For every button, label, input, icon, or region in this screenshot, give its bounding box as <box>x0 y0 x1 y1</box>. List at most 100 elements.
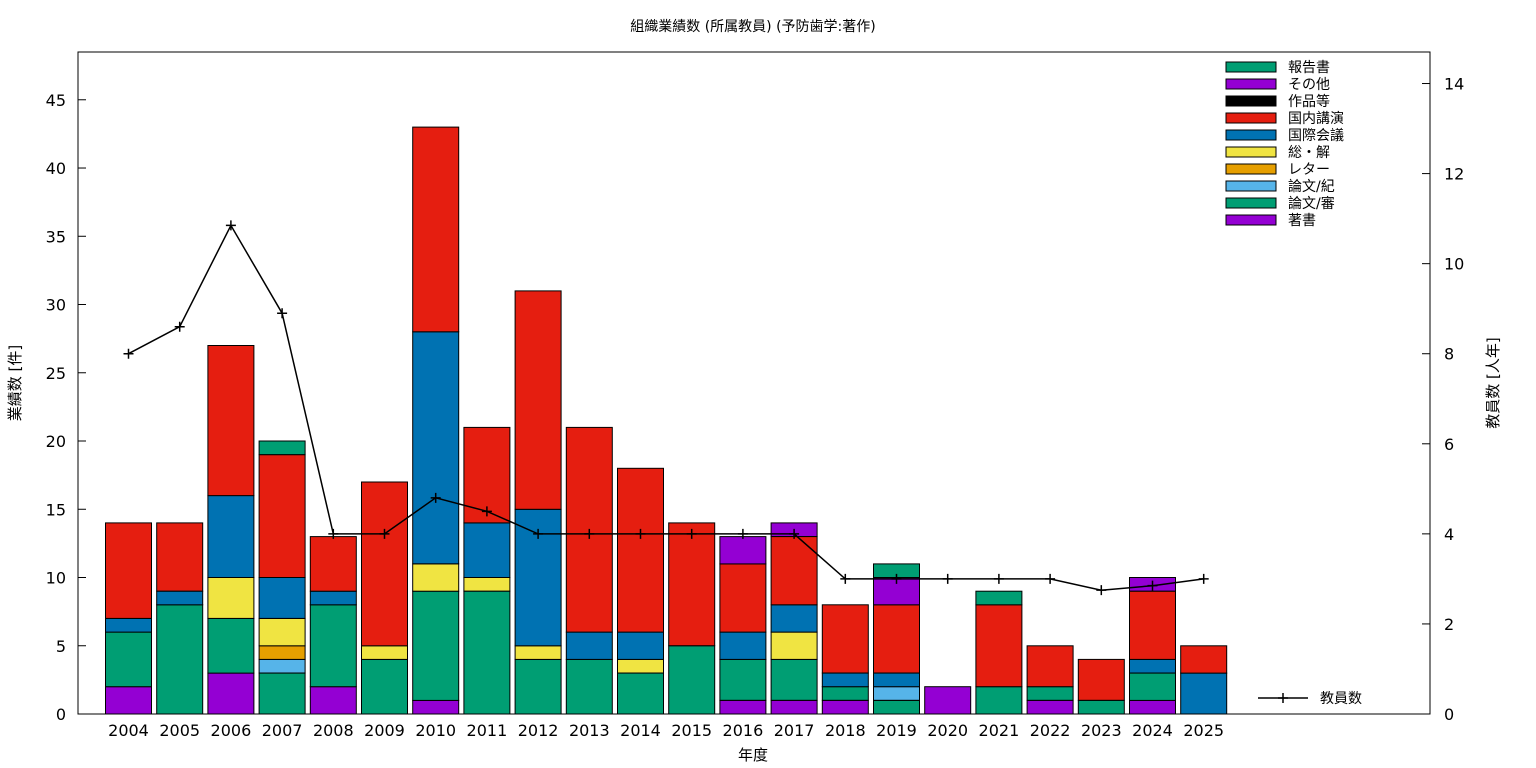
line-series <box>128 223 1204 591</box>
bar-segment <box>207 618 255 674</box>
line-point <box>225 220 236 231</box>
bar-segment <box>719 658 767 701</box>
bar-segment <box>514 645 562 660</box>
bar-segment <box>719 536 767 565</box>
x-tick-label: 2025 <box>1183 721 1224 740</box>
bar-segment <box>105 618 152 633</box>
bar-segment <box>617 631 664 660</box>
bar-segment <box>770 658 818 701</box>
bar-segment <box>258 672 306 715</box>
legend-label: 総・解 <box>1288 145 1330 161</box>
bar-segment <box>105 631 152 688</box>
x-tick-label: 2006 <box>211 721 252 740</box>
bar-segment <box>463 522 511 579</box>
bar-segment <box>770 631 818 660</box>
bar-segment <box>1180 672 1228 715</box>
bar-segment <box>156 522 204 592</box>
y-tick-label: 10 <box>46 569 66 588</box>
bar-segment <box>463 590 511 715</box>
bar-segment <box>617 672 664 715</box>
bar-segment <box>207 495 255 579</box>
y-tick-label: 5 <box>56 637 66 656</box>
bar-segment <box>924 686 972 715</box>
y2-tick-label: 6 <box>1444 435 1454 454</box>
bar-segment <box>1026 699 1074 715</box>
bar-segment <box>1129 590 1176 660</box>
y2-axis-title: 教員数 [人年] <box>1484 337 1502 428</box>
x-tick-label: 2021 <box>979 721 1020 740</box>
x-tick-label: 2020 <box>927 721 968 740</box>
line-point <box>737 528 748 539</box>
bar-segment <box>873 604 920 674</box>
bar-segment <box>617 658 664 674</box>
line-point <box>635 528 646 539</box>
bar-segment <box>719 631 767 660</box>
line-point <box>891 573 902 584</box>
legend-swatch <box>1225 95 1277 107</box>
legend-swatch <box>1225 146 1277 158</box>
bar-segment <box>412 699 460 715</box>
y2-tick-label: 2 <box>1444 615 1454 634</box>
legend-label: 国際会議 <box>1288 127 1344 144</box>
x-tick-label: 2005 <box>159 721 200 740</box>
bar-segment <box>975 590 1023 606</box>
x-tick-label: 2011 <box>467 721 508 740</box>
x-tick-label: 2016 <box>723 721 764 740</box>
bar-segment <box>258 440 306 456</box>
bar-segment <box>258 454 306 579</box>
bar-segment <box>1129 699 1176 715</box>
bar-segment <box>309 686 357 715</box>
legend-swatch <box>1225 197 1277 209</box>
chart-title: 組織業績数 (所属教員) (予防歯学:著作) <box>630 19 875 35</box>
line-point <box>584 528 595 539</box>
bar-segment <box>821 686 869 701</box>
bar-segment <box>258 618 306 647</box>
bar-segment <box>258 658 306 674</box>
line-point <box>481 506 492 517</box>
x-tick-label: 2024 <box>1132 721 1173 740</box>
y2-tick-label: 0 <box>1444 705 1454 724</box>
bar-segment <box>770 604 818 633</box>
bar-segment <box>1129 658 1176 674</box>
bar-segment <box>1026 645 1074 688</box>
x-tick-label: 2015 <box>671 721 712 740</box>
x-tick-label: 2019 <box>876 721 917 740</box>
legend-label: 論文/紀 <box>1288 179 1335 195</box>
bar-segment <box>565 631 613 660</box>
line-point <box>942 573 953 584</box>
bar-segment <box>719 563 767 633</box>
line-point <box>533 528 544 539</box>
bar-segment <box>412 563 460 592</box>
legend-swatch <box>1225 112 1277 124</box>
line-point <box>686 528 697 539</box>
line-point <box>840 573 851 584</box>
bar-segment <box>514 290 562 510</box>
legend-swatch <box>1225 180 1277 192</box>
legend-swatch <box>1225 78 1277 90</box>
line-point <box>123 348 134 359</box>
bar-segment <box>617 467 664 633</box>
line-point <box>1147 580 1158 591</box>
y2-tick-label: 14 <box>1444 75 1464 94</box>
x-axis-title: 年度 <box>738 746 768 764</box>
x-tick-label: 2012 <box>518 721 559 740</box>
bar-segment <box>668 645 716 715</box>
bar-segment <box>873 686 920 701</box>
x-tick-label: 2022 <box>1030 721 1071 740</box>
line-point <box>277 308 288 319</box>
bar-segment <box>105 686 152 715</box>
line-point <box>430 492 441 503</box>
bar-segment <box>156 590 204 606</box>
bar-segment <box>361 658 408 715</box>
y2-tick-label: 12 <box>1444 165 1464 184</box>
line-layer <box>123 220 1209 596</box>
bar-segment <box>361 481 408 647</box>
y-tick-label: 20 <box>46 432 66 451</box>
bar-segment <box>207 672 255 715</box>
bar-segment <box>207 345 255 497</box>
line-point <box>174 321 185 332</box>
y-tick-label: 35 <box>46 227 66 246</box>
